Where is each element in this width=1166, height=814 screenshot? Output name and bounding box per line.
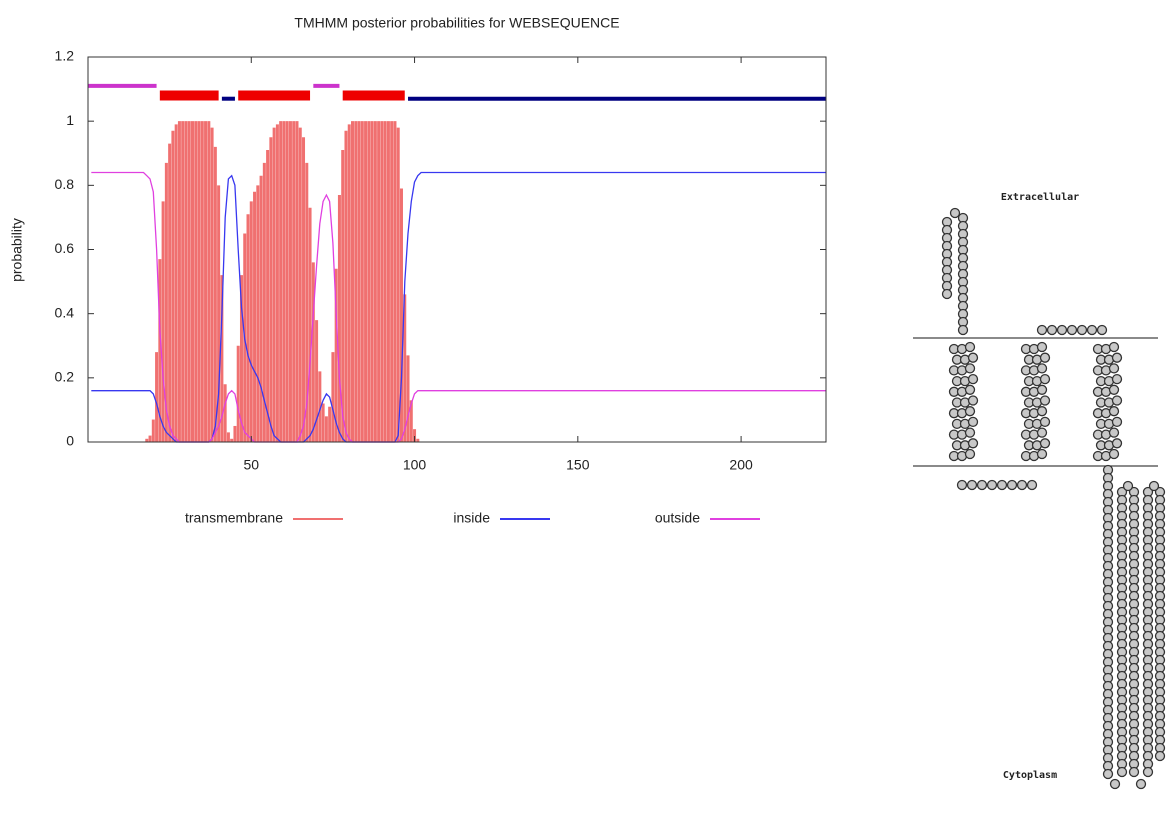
residue xyxy=(1076,324,1088,336)
residue xyxy=(941,288,953,300)
residue xyxy=(1086,324,1098,336)
residue xyxy=(1036,363,1048,374)
cytoplasm-label: Cytoplasm xyxy=(1003,770,1057,781)
residue xyxy=(1108,427,1120,438)
residue xyxy=(1148,480,1160,492)
residue xyxy=(1026,479,1038,491)
residue xyxy=(1111,373,1123,385)
residue xyxy=(1111,395,1123,406)
residue xyxy=(1142,766,1154,778)
y-tick-label: 0.2 xyxy=(55,369,75,385)
residue xyxy=(1036,324,1048,336)
legend-label: inside xyxy=(453,510,490,526)
residue xyxy=(1036,384,1048,395)
residue xyxy=(964,427,976,438)
y-tick-label: 0.8 xyxy=(55,176,75,192)
residue xyxy=(1039,416,1051,428)
residue xyxy=(1036,427,1048,438)
residue xyxy=(1056,324,1068,336)
residue xyxy=(1108,406,1120,417)
y-tick-label: 0 xyxy=(66,433,74,449)
residue xyxy=(964,448,976,460)
residue xyxy=(964,384,976,395)
residue xyxy=(1108,341,1120,353)
y-tick-label: 1.2 xyxy=(55,48,75,64)
residue xyxy=(1109,778,1121,790)
residue xyxy=(967,416,979,428)
residue xyxy=(1116,766,1128,778)
residue xyxy=(1036,341,1048,353)
residue xyxy=(1039,438,1051,449)
legend-label: outside xyxy=(655,510,700,526)
residue xyxy=(1135,778,1147,790)
residue xyxy=(949,207,961,219)
residue xyxy=(976,479,988,491)
residue xyxy=(1108,384,1120,395)
residue xyxy=(1006,479,1018,491)
residue xyxy=(1108,363,1120,374)
residue xyxy=(1039,352,1051,363)
residue xyxy=(957,324,969,336)
residue xyxy=(1102,768,1114,780)
residue xyxy=(1154,750,1166,762)
residue xyxy=(967,395,979,406)
x-tick-label: 50 xyxy=(243,457,259,473)
chart-title: TMHMM posterior probabilities for WEBSEQ… xyxy=(294,15,619,31)
y-axis-label: probability xyxy=(9,218,25,282)
residue xyxy=(1066,324,1078,336)
residue xyxy=(1108,448,1120,460)
residue xyxy=(1016,479,1028,491)
x-tick-label: 200 xyxy=(729,457,753,473)
residue xyxy=(964,363,976,374)
residue xyxy=(966,479,978,491)
residue xyxy=(1122,480,1134,492)
residue xyxy=(964,406,976,417)
residue xyxy=(1036,448,1048,460)
residue xyxy=(1039,395,1051,406)
residue xyxy=(1111,416,1123,428)
residue xyxy=(964,341,976,353)
residue xyxy=(1128,766,1140,778)
residue xyxy=(1046,324,1058,336)
y-tick-label: 1 xyxy=(66,112,74,128)
residue xyxy=(967,438,979,449)
legend-label: transmembrane xyxy=(185,510,283,526)
residue xyxy=(967,373,979,385)
residue xyxy=(967,352,979,363)
residue xyxy=(1096,324,1108,336)
residue xyxy=(986,479,998,491)
residue xyxy=(956,479,968,491)
residue xyxy=(1111,352,1123,363)
y-tick-label: 0.6 xyxy=(55,240,75,256)
residue xyxy=(1111,438,1123,449)
y-tick-label: 0.4 xyxy=(55,304,75,320)
residue xyxy=(1036,406,1048,417)
residue xyxy=(1039,373,1051,385)
residue xyxy=(996,479,1008,491)
x-tick-label: 100 xyxy=(403,457,427,473)
x-tick-label: 150 xyxy=(566,457,590,473)
extracellular-label: Extracellular xyxy=(1001,192,1079,203)
